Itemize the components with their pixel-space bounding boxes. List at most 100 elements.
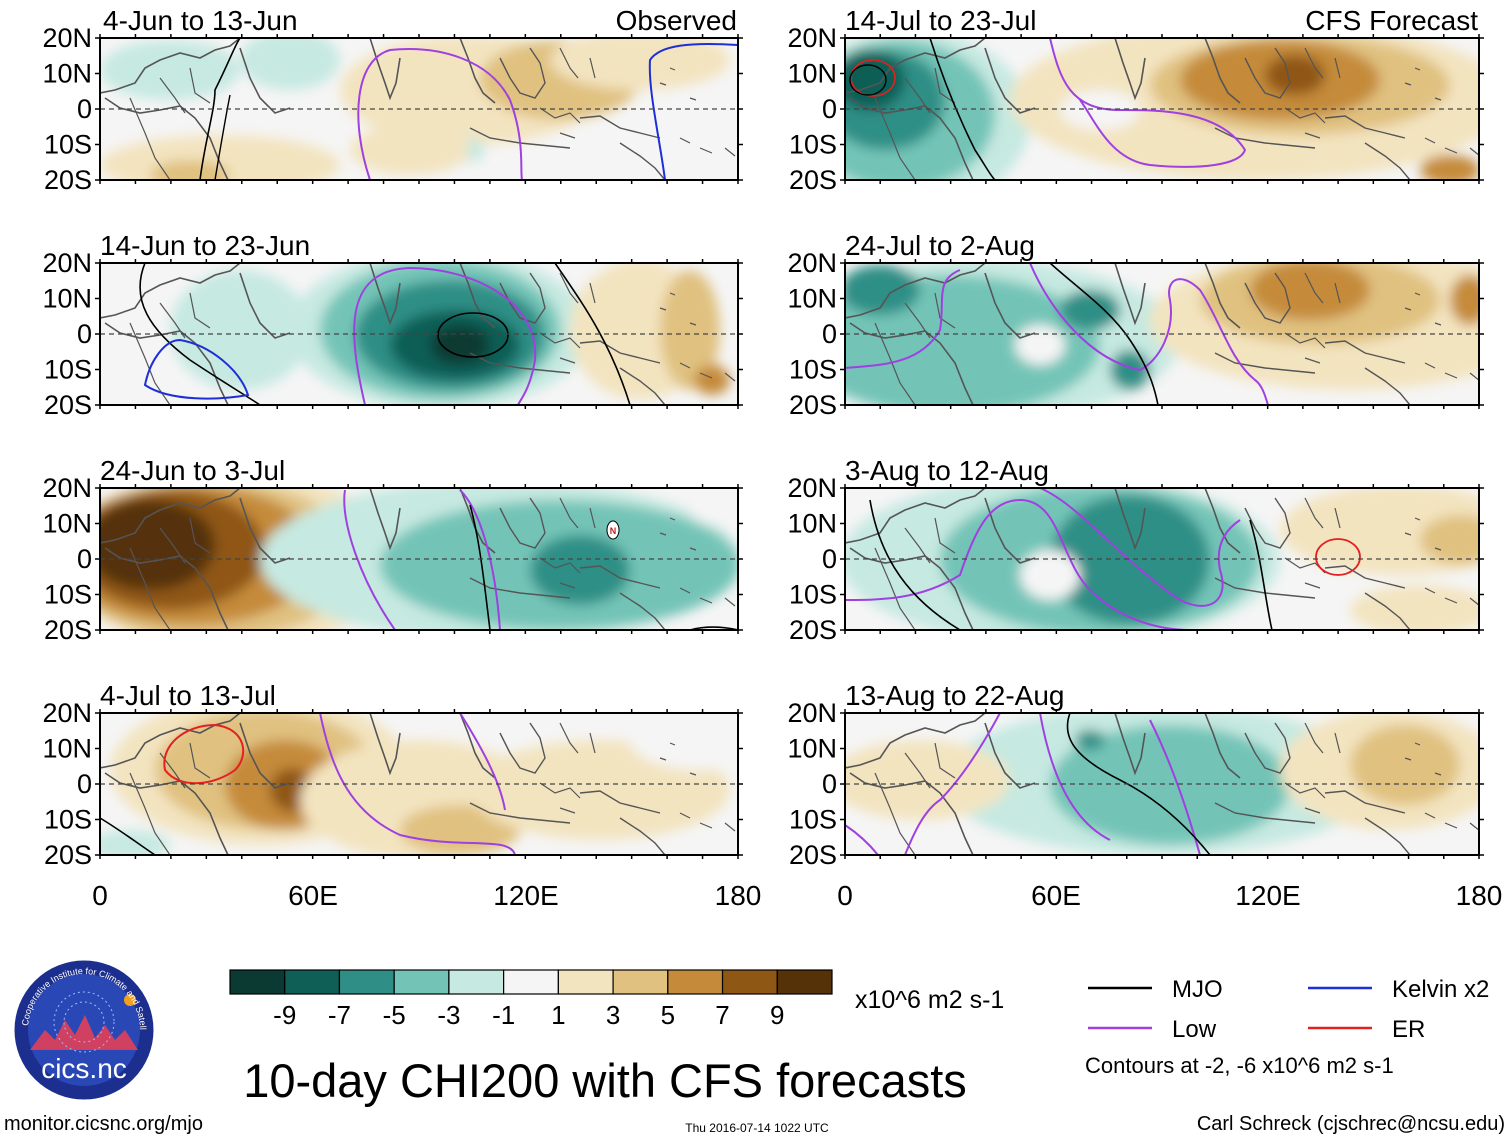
colorbar-tick-label: -7: [328, 1000, 351, 1030]
lat-tick-label: 0: [77, 769, 92, 799]
lat-tick-label: 0: [77, 319, 92, 349]
lat-tick-label: 0: [822, 769, 837, 799]
lat-tick-label: 10N: [787, 284, 837, 314]
panel-frames: [95, 34, 1484, 859]
lat-tick-label: 20S: [789, 615, 837, 645]
lat-tick-label: 20N: [787, 698, 837, 728]
colorbar-swatch: [229, 969, 286, 995]
lat-tick-label: 20N: [42, 698, 92, 728]
lat-tick-label: 10S: [44, 805, 92, 835]
colorbar-tick-label: -1: [492, 1000, 515, 1030]
lat-tick-label: 10N: [787, 734, 837, 764]
map-panel: [100, 38, 738, 180]
lat-tick-label: 20S: [44, 165, 92, 195]
colorbar-tick-label: 9: [770, 1000, 784, 1030]
lat-tick-label: 10S: [44, 580, 92, 610]
lat-tick-label: 10S: [789, 355, 837, 385]
equator-lines: [100, 108, 1479, 785]
colorbar-tick-label: 7: [715, 1000, 729, 1030]
lon-tick-label: 60E: [288, 880, 338, 911]
lon-tick-label: 0: [92, 880, 108, 911]
lat-tick-label: 20N: [787, 248, 837, 278]
lon-tick-label: 180: [715, 880, 762, 911]
map-panel: [100, 713, 738, 855]
legend: MJO Kelvin x2 Low ER Contours at -2, -6 …: [1085, 976, 1489, 1078]
lon-tick-label: 0: [837, 880, 853, 911]
lat-tick-label: 20S: [789, 390, 837, 420]
lat-tick-label: 10S: [789, 580, 837, 610]
legend-label-mjo: MJO: [1172, 976, 1223, 1003]
lat-tick-label: 20S: [44, 615, 92, 645]
panel-title: 24-Jul to 2-Aug: [845, 230, 1035, 261]
storm-marker-label: N: [610, 526, 617, 536]
lat-tick-label: 20S: [789, 840, 837, 870]
lat-tick-label: 10N: [787, 59, 837, 89]
panel-titles: 4-Jun to 13-Jun 14-Jun to 23-Jun 24-Jun …: [100, 5, 1478, 711]
panel-title: 4-Jun to 13-Jun: [103, 5, 298, 36]
lat-tick-label: 0: [77, 544, 92, 574]
map-panel: N: [100, 488, 738, 630]
lat-tick-label: 0: [822, 544, 837, 574]
lon-tick-label: 120E: [1235, 880, 1300, 911]
colorbar-swatch: [448, 969, 505, 995]
colorbar-swatch: [557, 969, 614, 995]
legend-label-low: Low: [1172, 1016, 1217, 1043]
storm-marker: N: [606, 520, 620, 540]
lat-tick-label: 0: [77, 94, 92, 124]
map-panel: [845, 488, 1479, 630]
colorbar-swatch: [667, 969, 724, 995]
observed-label: Observed: [616, 5, 737, 36]
author-label: Carl Schreck (cjschrec@ncsu.edu): [1197, 1113, 1505, 1135]
timestamp-label: Thu 2016-07-14 1022 UTC: [685, 1121, 829, 1135]
map-panel: [845, 263, 1479, 405]
colorbar-swatch: [503, 969, 559, 995]
colorbar-tick-label: -3: [437, 1000, 460, 1030]
colorbar-swatch: [338, 969, 395, 995]
website-label: monitor.cicsnc.org/mjo: [4, 1113, 203, 1135]
lat-tick-label: 20N: [787, 473, 837, 503]
lat-tick-label: 10N: [42, 59, 92, 89]
panel-title: 24-Jun to 3-Jul: [100, 455, 285, 486]
map-panel: [100, 263, 738, 405]
lat-tick-label: 10S: [44, 355, 92, 385]
colorbar-unit: x10^6 m2 s-1: [855, 986, 1004, 1014]
colorbar-tick-label: -5: [383, 1000, 406, 1030]
colorbar: -9 -7 -5 -3 -1 1 3 5 7 9: [229, 969, 833, 1030]
panel-title: 13-Aug to 22-Aug: [845, 680, 1065, 711]
lat-tick-label: 20N: [42, 23, 92, 53]
colorbar-tick-label: 5: [661, 1000, 675, 1030]
lat-tick-label: 20S: [44, 390, 92, 420]
colorbar-tick-label: 3: [606, 1000, 620, 1030]
colorbar-swatch: [393, 969, 450, 995]
lat-tick-label: 10N: [787, 509, 837, 539]
panel-title: 3-Aug to 12-Aug: [845, 455, 1049, 486]
figure-title: 10-day CHI200 with CFS forecasts: [243, 1054, 967, 1107]
legend-label-er: ER: [1392, 1016, 1425, 1043]
lat-tick-label: 0: [822, 319, 837, 349]
map-panel: [845, 713, 1479, 855]
longitude-labels: 0 60E 120E 180 0 60E 120E 180: [92, 880, 1502, 911]
lat-tick-label: 10N: [42, 284, 92, 314]
colorbar-swatch: [721, 969, 778, 995]
latitude-labels: 20N 10N 0 10S 20S 20N 10N 0 10S 20S 20N 10N 0 10S 20S 2…: [42, 23, 837, 870]
lat-tick-label: 10S: [789, 130, 837, 160]
legend-label-kelvin: Kelvin x2: [1392, 976, 1489, 1003]
lat-tick-label: 20N: [787, 23, 837, 53]
map-panel: [845, 38, 1479, 180]
colorbar-tick-label: 1: [551, 1000, 565, 1030]
lat-tick-label: 20N: [42, 473, 92, 503]
cfs-forecast-label: CFS Forecast: [1305, 5, 1478, 36]
panel-title: 14-Jul to 23-Jul: [845, 5, 1036, 36]
legend-note: Contours at -2, -6 x10^6 m2 s-1: [1085, 1053, 1394, 1078]
colorbar-swatch: [612, 969, 669, 995]
lat-tick-label: 20S: [44, 840, 92, 870]
lat-tick-label: 10N: [42, 734, 92, 764]
colorbar-tick-label: -9: [273, 1000, 296, 1030]
logo-text: cics.nc: [41, 1053, 127, 1084]
panel-title: 4-Jul to 13-Jul: [100, 680, 276, 711]
lon-tick-label: 120E: [493, 880, 558, 911]
lat-tick-label: 10S: [44, 130, 92, 160]
lat-tick-label: 20S: [789, 165, 837, 195]
lat-tick-label: 10N: [42, 509, 92, 539]
lon-tick-label: 180: [1456, 880, 1503, 911]
